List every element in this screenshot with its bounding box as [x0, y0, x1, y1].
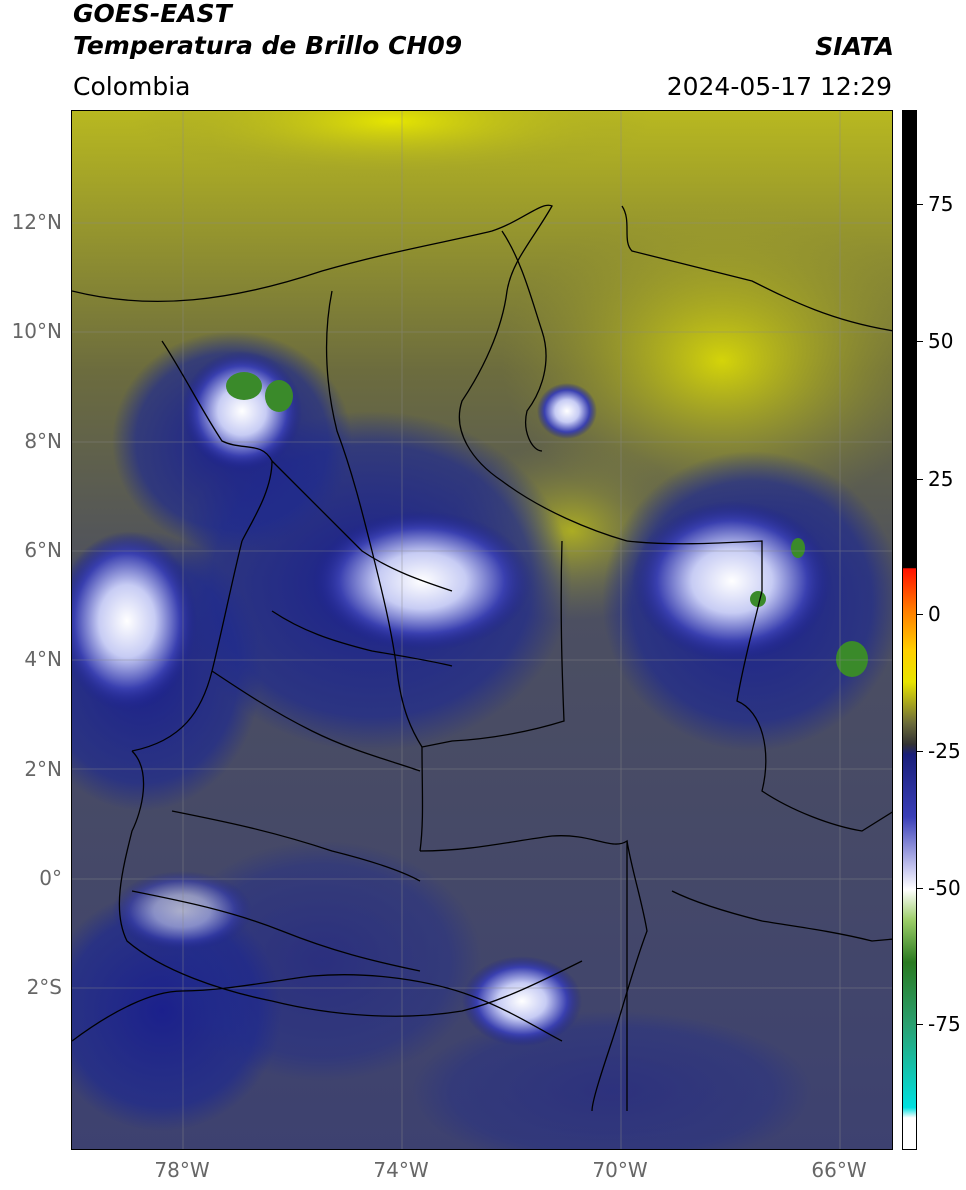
datetime-label: 2024-05-17 12:29: [666, 72, 892, 101]
lat-label-2n: 2°N: [24, 757, 62, 781]
lat-label-6n: 6°N: [24, 538, 62, 562]
map-canvas: [72, 111, 892, 1149]
cloud-core-5: [537, 383, 597, 439]
cold-top-5: [750, 591, 766, 607]
lat-label-8n: 8°N: [24, 429, 62, 453]
colorbar-label-25: 25: [928, 467, 954, 491]
colorbar: [902, 110, 917, 1150]
colorbar-tick: [917, 614, 923, 615]
colorbar-label-minus75: -75: [928, 1012, 961, 1036]
lat-label-12n: 12°N: [11, 210, 62, 234]
colorbar-label-0: 0: [928, 602, 941, 626]
colorbar-label-75: 75: [928, 192, 954, 216]
country-borders: [72, 204, 892, 1112]
cloud-core-7: [112, 871, 252, 951]
cloud-core-6: [462, 956, 582, 1046]
yellow-band: [132, 111, 652, 181]
colorbar-tick: [917, 204, 923, 205]
colorbar-label-minus50: -50: [928, 876, 961, 900]
lon-label-70w: 70°W: [592, 1158, 648, 1182]
colorbar-tick: [917, 341, 923, 342]
grid-lines: [72, 111, 892, 1149]
title-line-2: Temperatura de Brillo CH09: [73, 31, 463, 60]
blue-field-amazon: [412, 1011, 812, 1149]
lon-label-78w: 78°W: [154, 1158, 210, 1182]
cloud-core-4: [182, 351, 302, 471]
cold-top-1: [226, 372, 262, 400]
region-label: Colombia: [73, 72, 191, 101]
cloud-core-2: [632, 501, 832, 661]
lat-label-10n: 10°N: [11, 319, 62, 343]
colorbar-label-50: 50: [928, 329, 954, 353]
lon-label-74w: 74°W: [373, 1158, 429, 1182]
colorbar-tick: [917, 1024, 923, 1025]
lat-label-4n: 4°N: [24, 647, 62, 671]
yellow-region-east: [502, 201, 892, 521]
lat-label-0: 0°: [39, 866, 62, 890]
satellite-map[interactable]: [71, 110, 893, 1150]
cloud-core-3: [72, 531, 197, 711]
colorbar-tick: [917, 479, 923, 480]
colorbar-label-minus25: -25: [928, 739, 961, 763]
brand-label: SIATA: [815, 32, 894, 61]
lon-label-66w: 66°W: [811, 1158, 867, 1182]
cold-top-4: [791, 538, 805, 558]
cold-top-2: [265, 380, 293, 412]
lat-label-2s: 2°S: [26, 975, 62, 999]
colorbar-tick: [917, 751, 923, 752]
colorbar-tick: [917, 888, 923, 889]
title-line-1: GOES-EAST: [73, 0, 232, 28]
cold-top-3: [836, 641, 868, 677]
